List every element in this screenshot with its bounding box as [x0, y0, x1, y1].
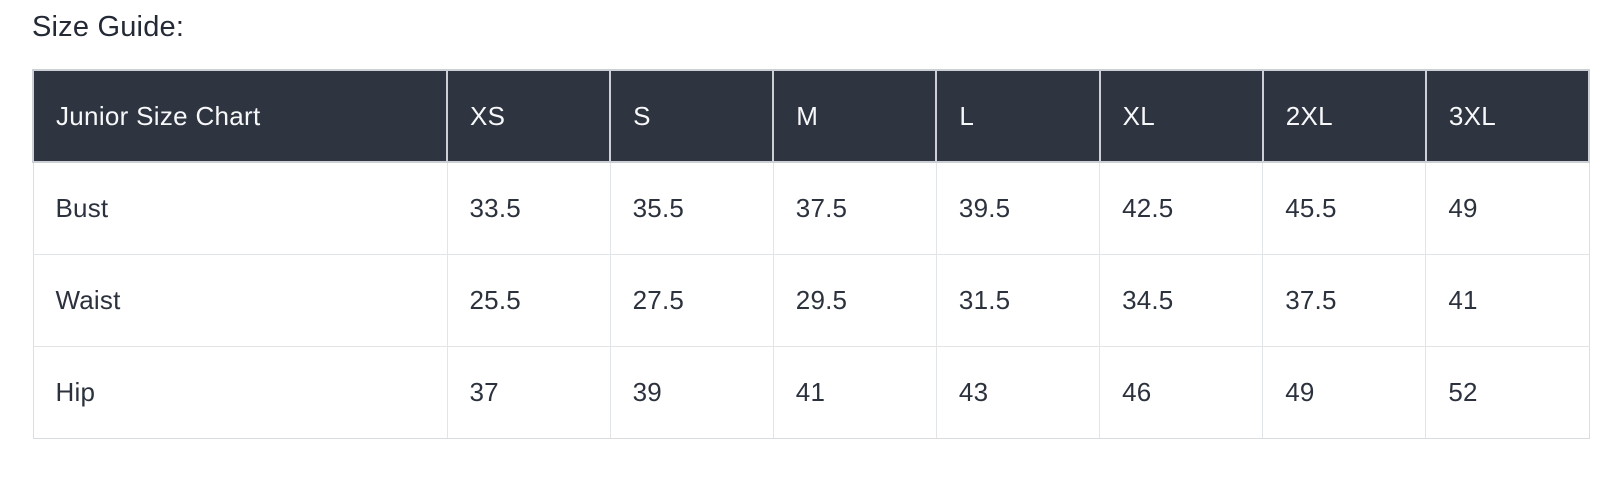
table-row-hip: Hip 37 39 41 43 46 49 52 — [32, 346, 1590, 439]
size-value-cell: 37.5 — [1262, 254, 1427, 347]
size-header-cell-xs: XS — [445, 69, 612, 163]
size-header-cell-xl: XL — [1098, 69, 1264, 163]
size-header-cell-l: L — [935, 69, 1101, 163]
size-value-cell: 39 — [609, 346, 774, 439]
size-value-cell: 34.5 — [1099, 254, 1264, 347]
size-value-cell: 29.5 — [772, 254, 937, 347]
table-row-bust: Bust 33.5 35.5 37.5 39.5 42.5 45.5 49 — [32, 161, 1590, 255]
size-guide-section: Size Guide: Junior Size Chart XS S M L X… — [32, 11, 1591, 439]
size-value-cell: 31.5 — [935, 254, 1101, 347]
size-value-cell: 52 — [1425, 346, 1590, 439]
size-value-cell: 41 — [1425, 254, 1590, 347]
size-value-cell: 45.5 — [1262, 161, 1427, 255]
size-value-cell: 39.5 — [935, 161, 1101, 255]
size-header-cell-2xl: 2XL — [1261, 69, 1427, 163]
size-value-cell: 46 — [1099, 346, 1264, 439]
size-value-cell: 49 — [1425, 161, 1590, 255]
junior-size-chart-table: Junior Size Chart XS S M L XL 2XL 3XL Bu… — [32, 69, 1591, 439]
size-value-cell: 25.5 — [446, 254, 611, 347]
size-value-cell: 37.5 — [772, 161, 937, 255]
size-value-cell: 33.5 — [446, 161, 611, 255]
size-header-cell-3xl: 3XL — [1424, 69, 1591, 163]
measurement-label-cell: Waist — [32, 254, 448, 347]
table-header-row: Junior Size Chart XS S M L XL 2XL 3XL — [32, 69, 1591, 163]
size-header-cell-s: S — [609, 69, 775, 163]
size-value-cell: 42.5 — [1099, 161, 1264, 255]
size-value-cell: 49 — [1262, 346, 1427, 439]
size-value-cell: 35.5 — [609, 161, 774, 255]
table-row-waist: Waist 25.5 27.5 29.5 31.5 34.5 37.5 41 — [32, 254, 1590, 347]
size-value-cell: 43 — [935, 346, 1101, 439]
size-value-cell: 37 — [446, 346, 611, 439]
measurement-label-cell: Bust — [32, 161, 448, 255]
size-value-cell: 41 — [772, 346, 937, 439]
size-value-cell: 27.5 — [609, 254, 774, 347]
page-title: Size Guide: — [32, 11, 185, 43]
chart-title-header-cell: Junior Size Chart — [32, 69, 448, 163]
size-header-cell-m: M — [772, 69, 938, 163]
measurement-label-cell: Hip — [32, 346, 448, 439]
